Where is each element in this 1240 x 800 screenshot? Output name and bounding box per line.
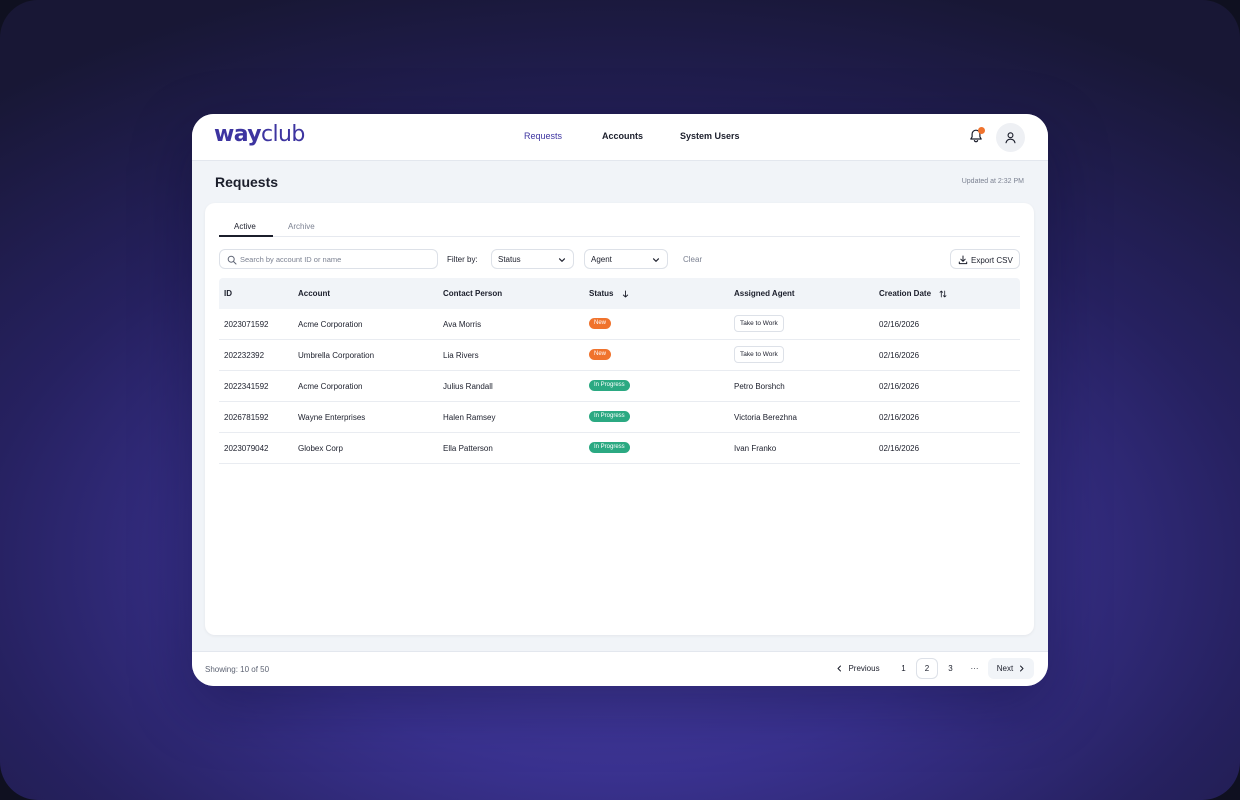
col-creation-date-wrap[interactable]: Creation Date <box>879 289 947 298</box>
status-select-value: Status <box>498 255 521 264</box>
status-badge: In Progress <box>589 411 630 422</box>
search-input[interactable] <box>240 252 430 266</box>
next-page-button[interactable]: Next <box>988 658 1034 679</box>
cell-date: 02/16/2026 <box>879 444 920 453</box>
download-icon <box>958 255 968 265</box>
sort-toggle-icon <box>939 290 947 298</box>
col-account[interactable]: Account <box>298 289 330 298</box>
cell-contact: Julius Randall <box>443 382 493 391</box>
table-row[interactable]: 2026781592 Wayne Enterprises Halen Ramse… <box>219 402 1020 433</box>
previous-label: Previous <box>848 664 880 673</box>
cell-date: 02/16/2026 <box>879 413 920 422</box>
chevron-down-icon <box>652 258 660 262</box>
status-select[interactable]: Status <box>491 249 574 269</box>
export-csv-button[interactable]: Export CSV <box>950 249 1020 269</box>
nav-system-users[interactable]: System Users <box>680 131 740 141</box>
top-bar: wayclub Requests Accounts System Users <box>192 114 1048 161</box>
table-header: ID Account Contact Person Status Assigne… <box>219 278 1020 309</box>
showing-count: Showing: 10 of 50 <box>205 665 270 674</box>
col-id[interactable]: ID <box>224 289 232 298</box>
cell-id: 202232392 <box>224 351 265 360</box>
cell-date: 02/16/2026 <box>879 320 920 329</box>
logo-way: way <box>214 122 262 147</box>
table-row[interactable]: 2023079042 Globex Corp Ella Patterson In… <box>219 433 1020 464</box>
export-csv-label: Export CSV <box>971 256 1013 265</box>
chevron-down-icon <box>558 258 566 262</box>
col-assigned-agent[interactable]: Assigned Agent <box>734 289 795 298</box>
page-title: Requests <box>215 174 279 190</box>
tab-underline <box>219 235 273 237</box>
page-1-button[interactable]: 1 <box>901 664 906 673</box>
cell-date: 02/16/2026 <box>879 351 920 360</box>
col-status: Status <box>589 289 614 298</box>
cell-id: 2022341592 <box>224 382 269 391</box>
notification-dot <box>978 127 985 134</box>
tab-archive[interactable]: Archive <box>288 222 315 231</box>
requests-card: Active Archive Filter by: Status Agent <box>205 203 1034 635</box>
sort-arrow-down-icon <box>622 290 628 298</box>
logo[interactable]: wayclub <box>214 122 305 147</box>
status-badge: New <box>589 318 612 329</box>
next-label: Next <box>996 664 1014 673</box>
tab-active[interactable]: Active <box>234 222 256 231</box>
updated-timestamp: Updated at 2:32 PM <box>961 178 1024 185</box>
table-row[interactable]: 202232392 Umbrella Corporation Lia River… <box>219 340 1020 371</box>
cell-id: 2026781592 <box>224 413 269 422</box>
tab-bar: Active Archive <box>219 215 1020 237</box>
agent-select-value: Agent <box>591 255 612 264</box>
pagination-ellipsis: ··· <box>970 664 979 673</box>
nav-accounts[interactable]: Accounts <box>602 131 644 141</box>
cell-account: Umbrella Corporation <box>298 351 375 360</box>
cell-account: Acme Corporation <box>298 382 363 391</box>
cell-date: 02/16/2026 <box>879 382 920 391</box>
avatar[interactable] <box>996 123 1025 152</box>
cell-contact: Ella Patterson <box>443 444 493 453</box>
cell-agent: Ivan Franko <box>734 444 777 453</box>
user-icon <box>1005 132 1016 144</box>
take-to-work-button[interactable]: Take to Work <box>734 346 784 363</box>
col-status-wrap[interactable]: Status <box>589 289 629 298</box>
cell-account: Acme Corporation <box>298 320 363 329</box>
bell-icon[interactable] <box>968 127 986 145</box>
app-window: wayclub Requests Accounts System Users <box>192 114 1048 686</box>
cell-account: Globex Corp <box>298 444 343 453</box>
filter-label: Filter by: <box>447 255 478 264</box>
chevron-left-icon <box>837 665 842 672</box>
col-contact-person[interactable]: Contact Person <box>443 289 503 298</box>
col-creation-date: Creation Date <box>879 289 932 298</box>
cell-id: 2023079042 <box>224 444 269 453</box>
chevron-right-icon <box>1020 665 1024 672</box>
cell-id: 2023071592 <box>224 320 269 329</box>
cell-contact: Ava Morris <box>443 320 482 329</box>
status-badge: In Progress <box>589 380 630 391</box>
page-3-button[interactable]: 3 <box>948 664 953 673</box>
clear-filters-button[interactable]: Clear <box>683 255 703 264</box>
page-2-button[interactable]: 2 <box>916 658 938 679</box>
main-nav: Requests Accounts System Users <box>192 131 1048 145</box>
requests-table: ID Account Contact Person Status Assigne… <box>219 278 1020 464</box>
table-row[interactable]: 2022341592 Acme Corporation Julius Randa… <box>219 371 1020 402</box>
cell-account: Wayne Enterprises <box>298 413 366 422</box>
search-icon <box>227 255 237 265</box>
cell-contact: Lia Rivers <box>443 351 479 360</box>
cell-contact: Halen Ramsey <box>443 413 496 422</box>
logo-club: club <box>261 122 305 147</box>
cell-agent: Victoria Berezhna <box>734 413 797 422</box>
agent-select[interactable]: Agent <box>584 249 668 269</box>
status-badge: New <box>589 349 612 360</box>
table-row[interactable]: 2023071592 Acme Corporation Ava Morris N… <box>219 309 1020 340</box>
previous-page-button[interactable]: Previous <box>830 658 886 679</box>
cell-agent: Petro Borshch <box>734 382 785 391</box>
status-badge: In Progress <box>589 442 630 453</box>
pagination-footer: Showing: 10 of 50 Previous 1 2 3 ··· Nex… <box>192 651 1048 686</box>
nav-requests[interactable]: Requests <box>524 131 563 141</box>
search-box <box>219 249 438 269</box>
take-to-work-button[interactable]: Take to Work <box>734 315 784 332</box>
